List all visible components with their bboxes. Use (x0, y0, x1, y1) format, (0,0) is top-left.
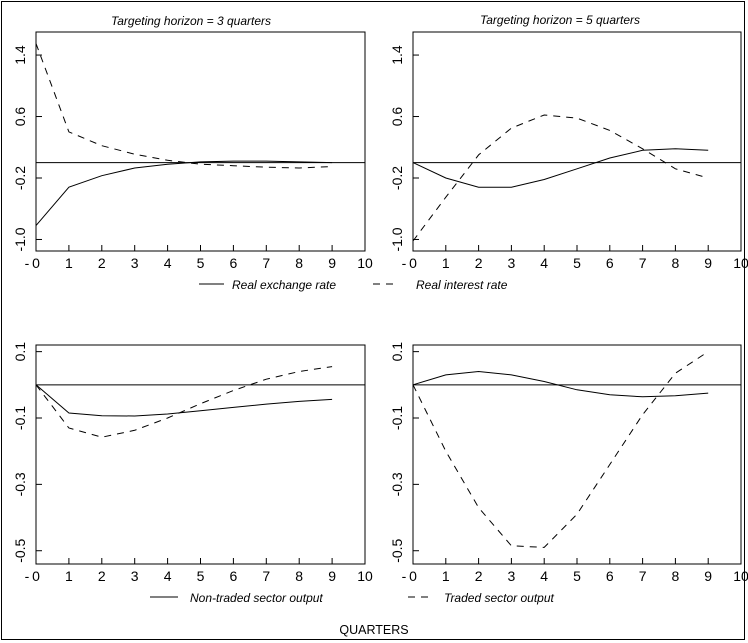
x-tick-label: 6 (606, 568, 614, 584)
y-tick-label: -0.2 (389, 166, 405, 190)
x-tick-label: 10 (357, 255, 373, 271)
y-tick-label: 1.4 (389, 45, 405, 65)
x-tick-label: 9 (704, 255, 712, 271)
x-tick-label: 3 (131, 568, 139, 584)
y-tick-label: -0.5 (12, 538, 28, 562)
series-dashed-line (35, 366, 333, 438)
x-axis-minus: - (25, 255, 30, 271)
x-tick-label: 1 (442, 568, 450, 584)
x-tick-label: 5 (573, 255, 581, 271)
x-tick-label: 3 (131, 255, 139, 271)
x-tick-label: 0 (409, 255, 417, 271)
x-tick-label: 1 (65, 568, 73, 584)
panel-1-title: Targeting horizon = 3 quarters (111, 14, 271, 28)
y-tick-label: -0.1 (12, 406, 28, 430)
x-tick-label: 9 (704, 568, 712, 584)
x-tick-label: 7 (262, 568, 270, 584)
y-tick-label: -0.1 (389, 406, 405, 430)
x-tick-label: 2 (475, 255, 483, 271)
x-tick-label: 8 (672, 568, 680, 584)
x-axis-label: QUARTERS (339, 623, 408, 637)
x-tick-label: 7 (639, 568, 647, 584)
series-solid-line (35, 160, 333, 226)
x-tick-label: 10 (733, 568, 748, 584)
plot-frame (35, 344, 366, 565)
x-tick-label: 3 (508, 255, 516, 271)
y-tick-label: -0.3 (12, 472, 28, 496)
x-axis-minus: - (402, 568, 407, 584)
series-solid-line (412, 148, 709, 188)
x-tick-label: 4 (540, 568, 548, 584)
x-tick-label: 7 (262, 255, 270, 271)
plot-frame (35, 31, 366, 252)
x-tick-label: 8 (295, 568, 303, 584)
plot-frame (412, 344, 742, 565)
panel-4: 0 1 2 3 4 5 6 7 8 9 10 - -0.5 -0.3 -0.1 0.1 (389, 342, 748, 584)
series-solid-line (412, 370, 709, 398)
x-tick-label: 8 (672, 255, 680, 271)
x-axis-minus: - (25, 568, 30, 584)
series-dashed-line (412, 351, 709, 548)
x-tick-label: 8 (295, 255, 303, 271)
y-tick-label: -0.3 (389, 472, 405, 496)
legend-real-interest-rate: Real interest rate (416, 278, 508, 292)
x-tick-label: 6 (606, 255, 614, 271)
x-tick-label: 5 (573, 568, 581, 584)
x-tick-label: 4 (164, 255, 172, 271)
x-tick-label: 6 (230, 255, 238, 271)
series-solid-line (35, 384, 333, 417)
x-tick-label: 2 (98, 255, 106, 271)
x-tick-label: 10 (733, 255, 748, 271)
y-tick-label: 0.1 (389, 342, 405, 362)
y-tick-label: 0.6 (389, 107, 405, 127)
legend-non-traded-output: Non-traded sector output (190, 591, 323, 605)
x-tick-label: 1 (65, 255, 73, 271)
panel-2-title: Targeting horizon = 5 quarters (480, 13, 640, 27)
y-tick-label: -0.2 (12, 166, 28, 190)
x-tick-label: 3 (508, 568, 516, 584)
legend-traded-output: Traded sector output (444, 591, 555, 605)
x-tick-label: 4 (164, 568, 172, 584)
x-tick-label: 0 (32, 255, 40, 271)
y-tick-label: -0.5 (389, 538, 405, 562)
legend-real-exchange-rate: Real exchange rate (232, 278, 336, 292)
x-tick-label: 6 (230, 568, 238, 584)
x-tick-label: 1 (442, 255, 450, 271)
y-tick-label: 0.6 (12, 107, 28, 127)
x-tick-label: 5 (197, 255, 205, 271)
y-tick-label: 0.1 (12, 342, 28, 362)
x-tick-label: 10 (357, 568, 373, 584)
series-dashed-line (35, 43, 333, 169)
y-tick-label: 1.4 (12, 45, 28, 65)
x-axis-minus: - (402, 255, 407, 271)
panel-1: 0 1 2 3 4 5 6 7 8 9 10 - -1.0 -0.2 0.6 1.4 (12, 31, 373, 271)
x-tick-label: 5 (197, 568, 205, 584)
x-tick-label: 4 (540, 255, 548, 271)
x-tick-label: 9 (328, 568, 336, 584)
y-tick-label: -1.0 (389, 227, 405, 251)
x-tick-label: 7 (639, 255, 647, 271)
panel-3: 0 1 2 3 4 5 6 7 8 9 10 - -0.5 -0.3 -0.1 0.1 (12, 342, 373, 584)
plot-frame (412, 31, 742, 252)
x-tick-label: 9 (328, 255, 336, 271)
x-tick-label: 2 (475, 568, 483, 584)
x-tick-label: 2 (98, 568, 106, 584)
panel-2: 0 1 2 3 4 5 6 7 8 9 10 - -1.0 -0.2 0.6 1.4 (389, 31, 748, 271)
x-tick-label: 0 (32, 568, 40, 584)
x-tick-label: 0 (409, 568, 417, 584)
y-tick-label: -1.0 (12, 227, 28, 251)
series-dashed-line (412, 114, 709, 242)
